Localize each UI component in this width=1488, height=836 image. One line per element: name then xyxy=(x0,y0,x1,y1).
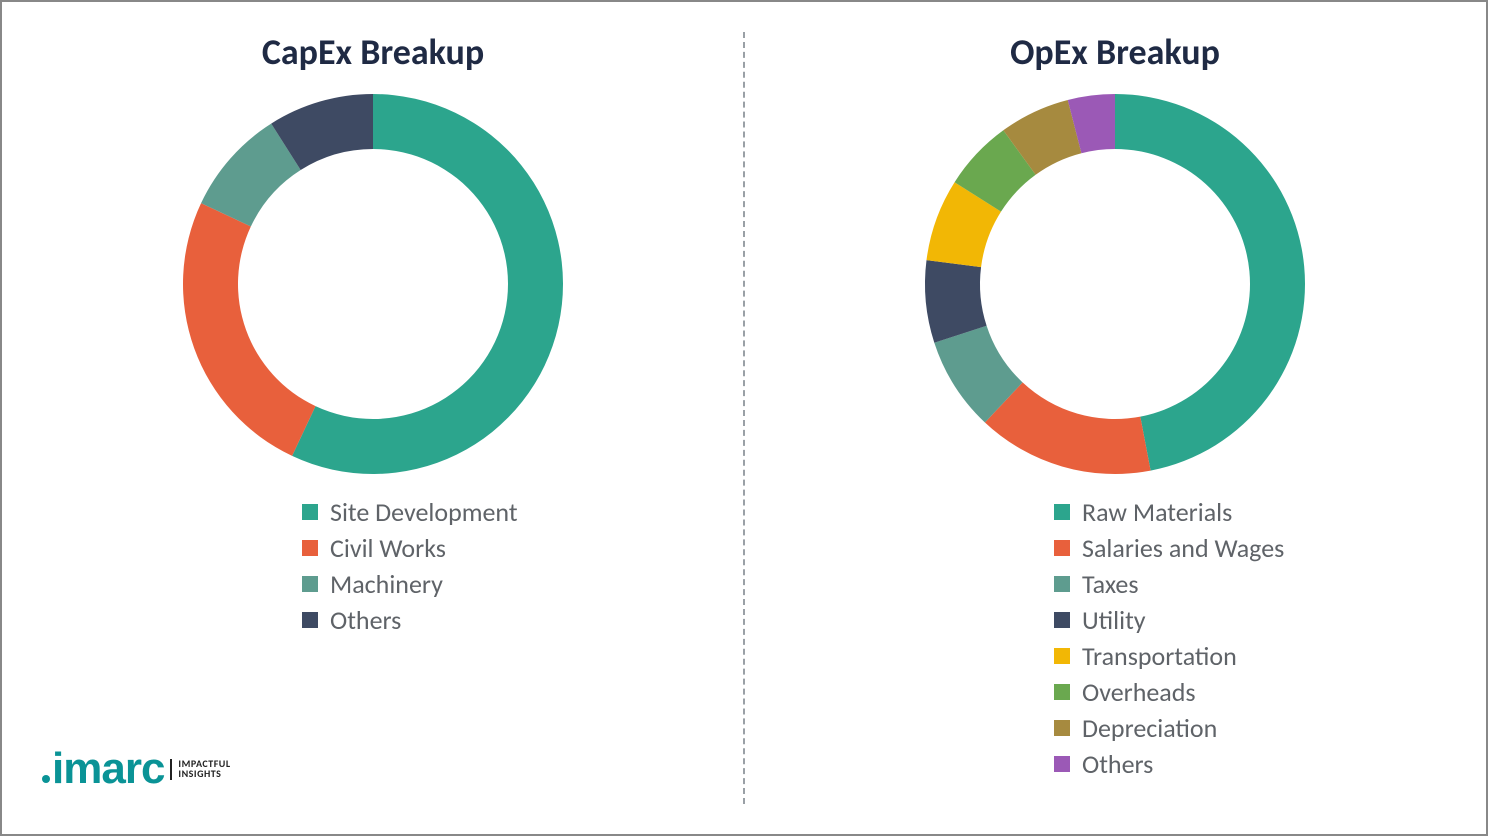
opex-legend: Raw Materials Salaries and Wages Taxes Util… xyxy=(1054,492,1284,784)
capex-legend-label-0: Site Development xyxy=(330,496,518,528)
opex-legend-swatch-5 xyxy=(1054,684,1070,700)
brand-logo-text: imarc xyxy=(42,744,164,794)
opex-legend-swatch-2 xyxy=(1054,576,1070,592)
brand-logo-dot-icon xyxy=(42,775,50,783)
capex-legend-label-3: Others xyxy=(330,604,401,636)
opex-legend-item-2: Taxes xyxy=(1054,568,1284,600)
capex-legend-item-0: Site Development xyxy=(302,496,518,528)
opex-legend-swatch-7 xyxy=(1054,756,1070,772)
opex-slice-0 xyxy=(1115,94,1305,471)
opex-legend-swatch-4 xyxy=(1054,648,1070,664)
capex-legend-item-1: Civil Works xyxy=(302,532,518,564)
brand-logo-tagline: IMPACTFUL INSIGHTS xyxy=(170,759,230,780)
opex-donut xyxy=(915,84,1315,484)
capex-legend-swatch-0 xyxy=(302,504,318,520)
opex-legend-item-4: Transportation xyxy=(1054,640,1284,672)
opex-legend-item-7: Others xyxy=(1054,748,1284,780)
opex-legend-label-4: Transportation xyxy=(1082,640,1237,672)
opex-legend-item-1: Salaries and Wages xyxy=(1054,532,1284,564)
opex-legend-item-5: Overheads xyxy=(1054,676,1284,708)
capex-legend-swatch-1 xyxy=(302,540,318,556)
opex-legend-label-3: Utility xyxy=(1082,604,1146,636)
opex-legend-swatch-3 xyxy=(1054,612,1070,628)
opex-legend-swatch-0 xyxy=(1054,504,1070,520)
capex-legend: Site Development Civil Works Machinery Othe… xyxy=(302,492,518,640)
opex-legend-item-6: Depreciation xyxy=(1054,712,1284,744)
opex-legend-item-0: Raw Materials xyxy=(1054,496,1284,528)
opex-legend-label-6: Depreciation xyxy=(1082,712,1217,744)
brand-logo-name: imarc xyxy=(52,744,164,793)
opex-legend-label-0: Raw Materials xyxy=(1082,496,1232,528)
capex-legend-item-2: Machinery xyxy=(302,568,518,600)
opex-legend-label-7: Others xyxy=(1082,748,1153,780)
capex-donut xyxy=(173,84,573,484)
brand-logo: imarc IMPACTFUL INSIGHTS xyxy=(42,744,231,794)
opex-panel: OpEx Breakup Raw Materials Salaries and W… xyxy=(744,2,1486,834)
capex-panel: CapEx Breakup Site Development Civil Work… xyxy=(2,2,744,834)
capex-legend-label-1: Civil Works xyxy=(330,532,446,564)
capex-legend-swatch-3 xyxy=(302,612,318,628)
opex-legend-item-3: Utility xyxy=(1054,604,1284,636)
opex-legend-swatch-1 xyxy=(1054,540,1070,556)
capex-title: CapEx Breakup xyxy=(262,30,484,74)
brand-tagline-2: INSIGHTS xyxy=(178,769,230,780)
opex-legend-label-1: Salaries and Wages xyxy=(1082,532,1284,564)
capex-legend-item-3: Others xyxy=(302,604,518,636)
capex-legend-swatch-2 xyxy=(302,576,318,592)
opex-legend-swatch-6 xyxy=(1054,720,1070,736)
charts-container: CapEx Breakup Site Development Civil Work… xyxy=(2,2,1486,834)
capex-slice-1 xyxy=(183,203,316,456)
capex-legend-label-2: Machinery xyxy=(330,568,443,600)
opex-legend-label-5: Overheads xyxy=(1082,676,1196,708)
opex-legend-label-2: Taxes xyxy=(1082,568,1139,600)
opex-slice-1 xyxy=(985,382,1151,474)
opex-title: OpEx Breakup xyxy=(1010,30,1220,74)
